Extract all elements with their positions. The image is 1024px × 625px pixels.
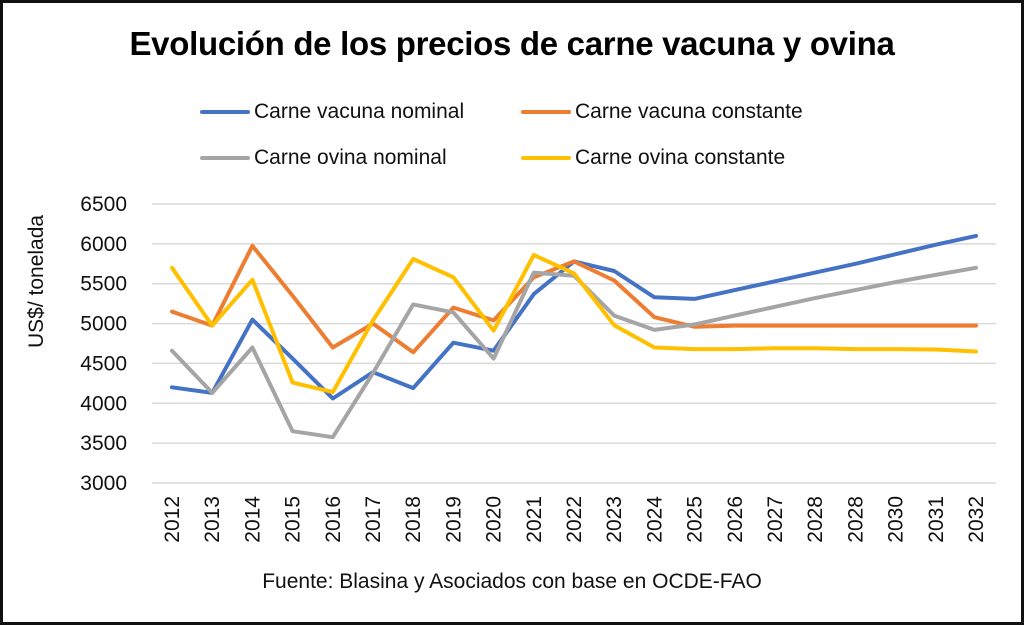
series-lines [170, 233, 978, 440]
x-tick-label: 2016 [322, 496, 345, 543]
x-tick-labels: 2012 2013 2014 2015 2016 2017 2018 2019 2020 2021… [161, 496, 988, 543]
x-tick-label: 2025 [684, 496, 707, 543]
legend-label: Carne vacuna nominal [254, 100, 465, 123]
x-tick-label: 2013 [201, 496, 224, 543]
x-tick-label: 2032 [965, 496, 988, 543]
legend-label: Carne vacuna constante [575, 100, 803, 123]
x-tick-label: 2026 [724, 496, 747, 543]
y-tick-label: 4500 [80, 352, 127, 375]
legend-swatch-vacuna-constante [521, 110, 571, 114]
legend-label: Carne ovina nominal [254, 146, 447, 169]
series-line-carne-ovina-constante [170, 253, 978, 395]
x-tick-label: 2012 [161, 496, 184, 543]
source-note: Fuente: Blasina y Asociados con base en … [262, 570, 762, 593]
legend-item-vacuna-nominal: Carne vacuna nominal [200, 99, 464, 125]
legend-swatch-ovina-nominal [200, 156, 250, 160]
x-tick-label: 2014 [241, 496, 264, 543]
gridlines [152, 203, 996, 484]
x-tick-label: 2019 [442, 496, 465, 543]
chart-title: Evolución de los precios de carne vacuna… [129, 25, 895, 62]
y-tick-label: 5000 [80, 313, 127, 336]
x-tick-label: 2020 [483, 496, 506, 543]
y-tick-labels: 3000 3500 4000 4500 5000 5500 6000 6500 [80, 193, 127, 495]
legend-swatch-vacuna-nominal [200, 110, 250, 114]
series-line-carne-vacuna-constante [170, 243, 978, 355]
y-tick-label: 6500 [80, 193, 127, 216]
x-tick-label: 2018 [402, 496, 425, 543]
x-tick-label: 2028 [844, 496, 867, 543]
legend-label: Carne ovina constante [575, 146, 786, 169]
x-tick-label: 2024 [643, 496, 666, 543]
x-tick-label: 2023 [603, 496, 626, 543]
legend-swatch-ovina-constante [521, 156, 571, 160]
x-tick-label: 2022 [563, 496, 586, 543]
y-tick-label: 3000 [80, 472, 127, 495]
x-tick-label: 2015 [282, 496, 305, 543]
legend-item-vacuna-constante: Carne vacuna constante [521, 99, 803, 125]
x-tick-label: 2031 [925, 496, 948, 543]
y-tick-label: 6000 [80, 233, 127, 256]
legend-item-ovina-constante: Carne ovina constante [521, 145, 785, 171]
y-tick-label: 5500 [80, 273, 127, 296]
x-tick-label: 2017 [362, 496, 385, 543]
legend-item-ovina-nominal: Carne ovina nominal [200, 145, 447, 171]
x-tick-label: 2027 [764, 496, 787, 543]
y-tick-label: 3500 [80, 432, 127, 455]
x-tick-label: 2028 [804, 496, 827, 543]
x-tick-label: 2021 [523, 496, 546, 543]
x-tick-label: 2030 [885, 496, 908, 543]
y-tick-label: 4000 [80, 392, 127, 415]
